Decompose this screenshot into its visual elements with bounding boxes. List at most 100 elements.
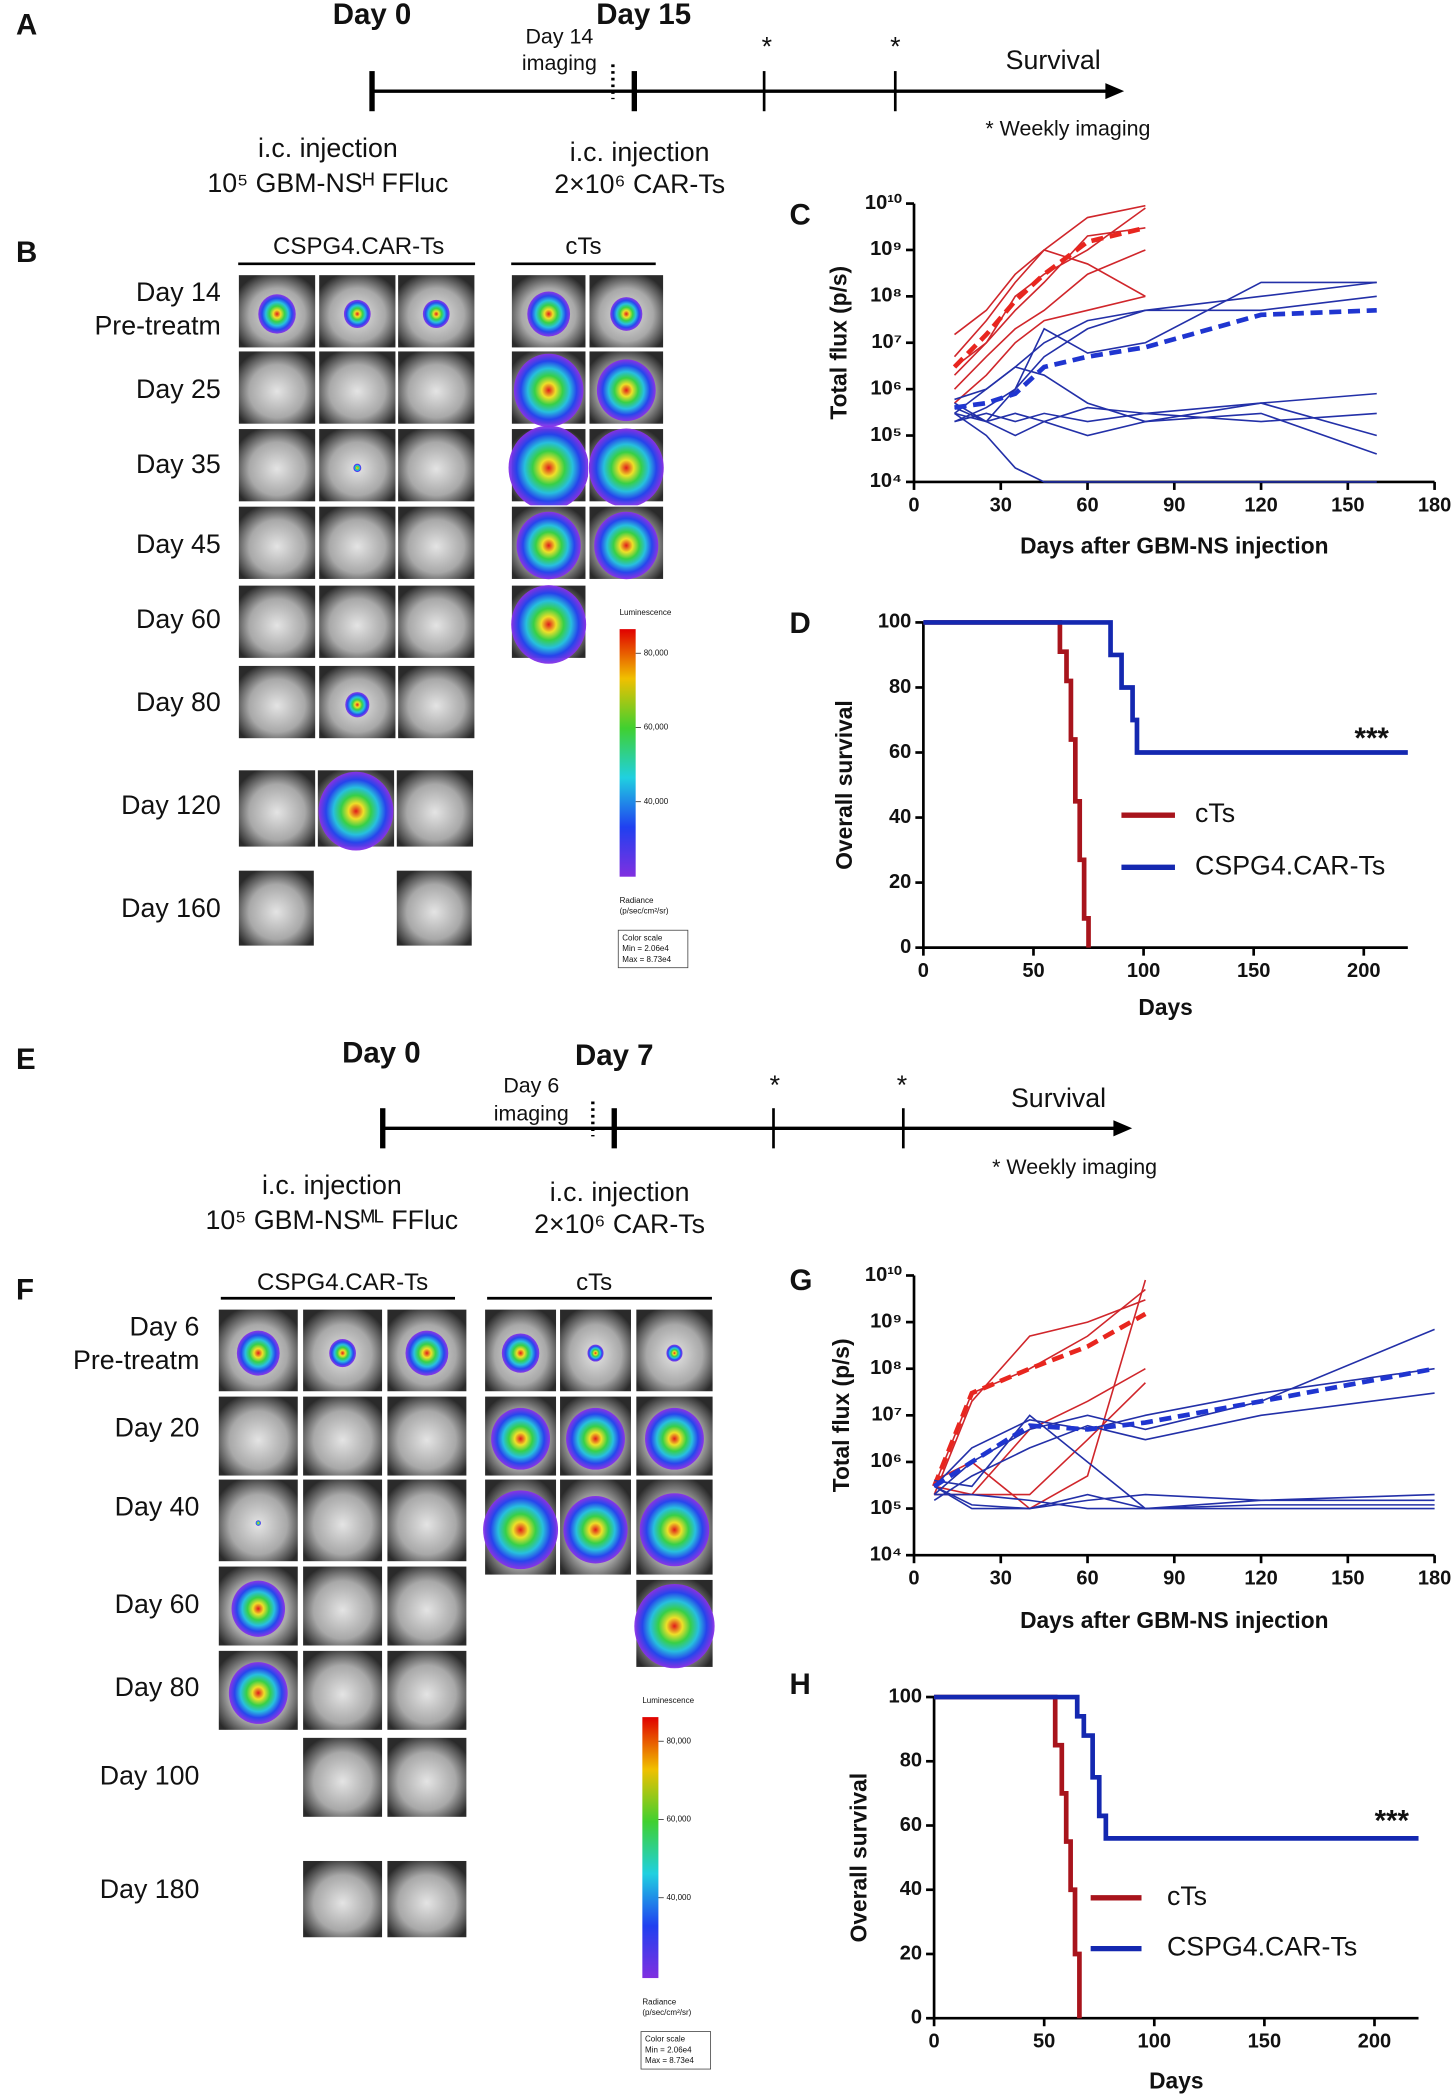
panel-letter: A <box>16 9 37 42</box>
y-tick-label: 20 <box>889 871 911 893</box>
row-label: Day 14 <box>136 277 221 307</box>
signal <box>483 1490 559 1570</box>
mouse-image <box>217 1308 300 1393</box>
legend-label: cTs <box>1167 1881 1207 1911</box>
scale-tick: 80,000 <box>666 1736 691 1745</box>
row-label: Day 100 <box>100 1760 200 1790</box>
mouse-image <box>317 350 397 426</box>
signal <box>566 1407 625 1470</box>
mouse-image <box>237 427 317 503</box>
injection: i.c. injection <box>262 1170 402 1200</box>
signal <box>587 1344 604 1362</box>
signal <box>343 299 371 329</box>
row-label: Day 120 <box>121 790 221 820</box>
mouse-image <box>237 869 316 947</box>
subject-line <box>933 1328 1435 1496</box>
x-tick-label: 150 <box>1248 2031 1281 2053</box>
subject-line <box>954 366 1378 455</box>
mean-line <box>952 225 1146 369</box>
group-label: CSPG4.CAR-Ts <box>273 233 444 260</box>
x-tick-label: 30 <box>990 1568 1012 1590</box>
y-tick-label: 40 <box>900 1878 922 1900</box>
scale-tick: 60,000 <box>644 723 669 732</box>
signal <box>666 1344 683 1362</box>
y-tick-label: 10⁸ <box>870 1357 902 1379</box>
signal <box>596 359 656 422</box>
y-axis-title: Total flux (p/s) <box>825 266 851 420</box>
x-axis-title: Days <box>1149 2067 1203 2093</box>
signal <box>491 1407 551 1470</box>
mouse-image <box>237 505 317 581</box>
subject-line <box>953 204 1146 358</box>
timeline-day: Day 15 <box>596 0 691 31</box>
signal <box>231 1580 286 1637</box>
star: * <box>770 1070 780 1100</box>
scale-box-text: Min = 2.06e4 <box>622 944 669 953</box>
signal <box>329 1339 356 1368</box>
legend-label: cTs <box>1195 798 1235 828</box>
color-bar <box>619 629 636 877</box>
panel-letter: C <box>790 199 811 232</box>
injection: 2×10⁶ CAR-Ts <box>534 1209 705 1239</box>
mouse-image <box>301 1859 384 1939</box>
y-tick-label: 100 <box>889 1685 922 1707</box>
scale-tick: 60,000 <box>666 1815 691 1824</box>
signal <box>527 291 571 337</box>
signal <box>345 692 370 718</box>
signal <box>516 511 581 580</box>
row-label: Day 180 <box>100 1874 200 1904</box>
x-tick-label: 60 <box>1076 1568 1098 1590</box>
x-tick-label: 150 <box>1331 1568 1364 1590</box>
signal <box>405 1330 449 1376</box>
mouse-image <box>396 664 476 740</box>
mean-line <box>954 307 1377 410</box>
subject-line <box>954 402 1377 437</box>
x-tick-label: 50 <box>1022 960 1044 982</box>
scale-unit: Radiance <box>642 1997 676 2006</box>
row-label: Day 25 <box>136 374 221 404</box>
y-tick-label: 10⁹ <box>870 1310 902 1332</box>
mouse-image <box>317 584 397 660</box>
survival-curve <box>934 1694 1419 1841</box>
panel-letter: G <box>790 1264 813 1297</box>
survival-curve <box>923 620 1091 948</box>
signal <box>258 294 296 334</box>
scale-title: Luminescence <box>620 608 672 617</box>
mean-line <box>932 1311 1147 1488</box>
x-tick-label: 120 <box>1244 494 1277 516</box>
mouse-image <box>237 664 317 740</box>
scale-box-text: Color scale <box>645 2035 686 2044</box>
row-label: Day 45 <box>136 529 221 559</box>
x-axis-title: Days after GBM-NS injection <box>1020 1607 1328 1633</box>
subject-line <box>954 406 1377 423</box>
mouse-image <box>386 1736 468 1819</box>
scale-tick: 40,000 <box>644 797 669 806</box>
subject-line <box>953 207 1146 376</box>
x-tick-label: 180 <box>1418 1568 1451 1590</box>
annotation: *** <box>1375 1805 1410 1838</box>
x-tick-label: 30 <box>990 494 1012 516</box>
x-tick-label: 0 <box>908 1568 919 1590</box>
y-tick-label: 10⁴ <box>870 1543 902 1565</box>
mouse-image <box>301 1395 384 1477</box>
y-tick-label: 10⁵ <box>870 424 902 446</box>
signal <box>634 1583 715 1669</box>
timeline-end: Survival <box>1006 45 1101 75</box>
mouse-image <box>396 350 476 426</box>
row-label: Day 60 <box>115 1589 200 1619</box>
mouse-image <box>395 869 474 947</box>
signal <box>594 511 659 580</box>
y-tick-label: 10⁵ <box>870 1497 902 1519</box>
subject-line <box>953 295 1146 404</box>
mouse-image <box>386 1859 468 1939</box>
mouse-image <box>386 1395 468 1477</box>
x-tick-label: 90 <box>1163 494 1185 516</box>
subject-line <box>933 1485 1435 1510</box>
timeline-note: Day 6 <box>503 1073 559 1097</box>
subject-line <box>933 1367 1435 1487</box>
y-axis-title: Total flux (p/s) <box>828 1338 854 1492</box>
injection: 2×10⁶ CAR-Ts <box>554 169 725 199</box>
mouse-image <box>396 505 476 581</box>
